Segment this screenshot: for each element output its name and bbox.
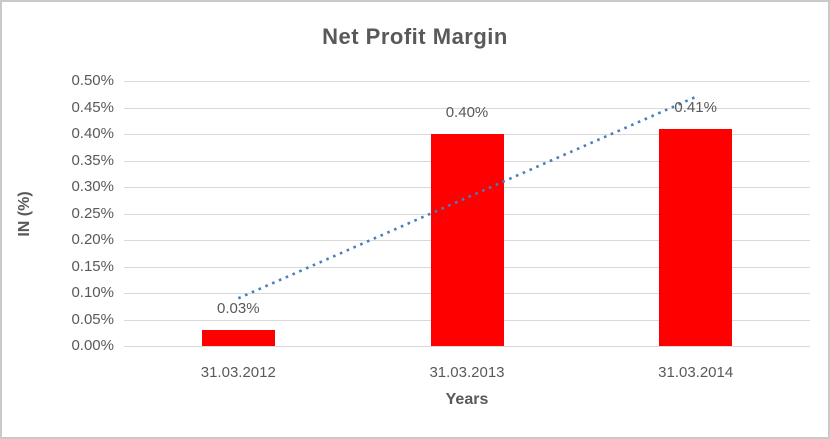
x-tick-label: 31.03.2012 <box>200 364 276 381</box>
bar <box>201 330 275 346</box>
x-tick-label: 31.03.2013 <box>429 364 505 381</box>
plot-area: 0.03% 0.40% 0.41% <box>124 81 810 347</box>
x-axis-title: Years <box>445 391 489 408</box>
gridline <box>124 346 810 347</box>
y-tick-label: 0.50% <box>71 72 114 89</box>
y-tick-label: 0.10% <box>71 284 114 301</box>
chart-title: Net Profit Margin <box>322 24 508 49</box>
gridline <box>124 81 810 82</box>
bar-data-label: 0.40% <box>445 104 489 121</box>
y-tick-label: 0.35% <box>71 151 114 169</box>
bar <box>659 128 733 346</box>
trendline <box>237 95 697 300</box>
y-tick-label: 0.25% <box>71 204 114 222</box>
y-tick-label: 0.00% <box>71 337 114 354</box>
x-tick-label: 31.03.2014 <box>658 364 734 381</box>
y-axis-title-text: IN (%) <box>16 191 33 237</box>
y-tick-label: 0.45% <box>71 98 114 116</box>
bar-data-label: 0.03% <box>217 300 260 318</box>
y-tick-label: 0.20% <box>71 231 114 248</box>
y-tick-label: 0.30% <box>71 178 114 195</box>
y-tick-label: 0.40% <box>71 125 114 142</box>
trendline-line <box>237 95 697 300</box>
y-tick-label: 0.15% <box>71 257 114 275</box>
bar <box>430 134 504 346</box>
gridline <box>124 107 810 109</box>
y-tick-label: 0.05% <box>71 310 114 328</box>
bar-data-label: 0.41% <box>674 98 717 116</box>
